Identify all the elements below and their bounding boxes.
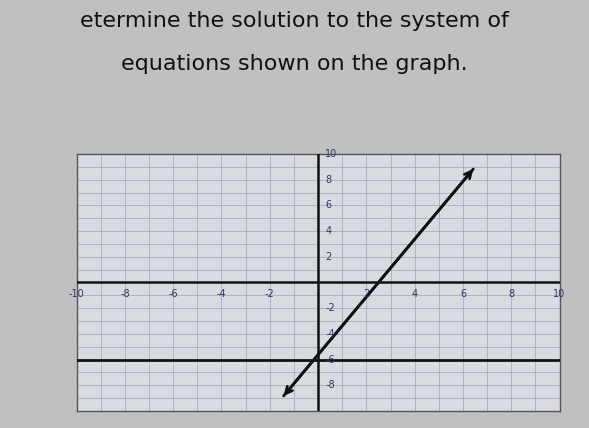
Text: 2: 2	[325, 252, 332, 262]
Text: -6: -6	[325, 354, 335, 365]
Text: -6: -6	[168, 289, 178, 299]
Text: -4: -4	[217, 289, 226, 299]
Text: 6: 6	[325, 200, 332, 211]
Text: -8: -8	[325, 380, 335, 390]
Text: 10: 10	[554, 289, 565, 299]
Text: 4: 4	[412, 289, 418, 299]
Text: equations shown on the graph.: equations shown on the graph.	[121, 54, 468, 74]
Text: 6: 6	[460, 289, 466, 299]
Text: -10: -10	[69, 289, 84, 299]
Text: -4: -4	[325, 329, 335, 339]
Text: 2: 2	[363, 289, 369, 299]
Text: 10: 10	[325, 149, 337, 159]
Text: -2: -2	[325, 303, 335, 313]
Text: 8: 8	[508, 289, 514, 299]
Text: -8: -8	[120, 289, 130, 299]
Text: 8: 8	[325, 175, 332, 185]
Text: -2: -2	[265, 289, 274, 299]
Text: 4: 4	[325, 226, 332, 236]
Text: etermine the solution to the system of: etermine the solution to the system of	[80, 11, 509, 31]
